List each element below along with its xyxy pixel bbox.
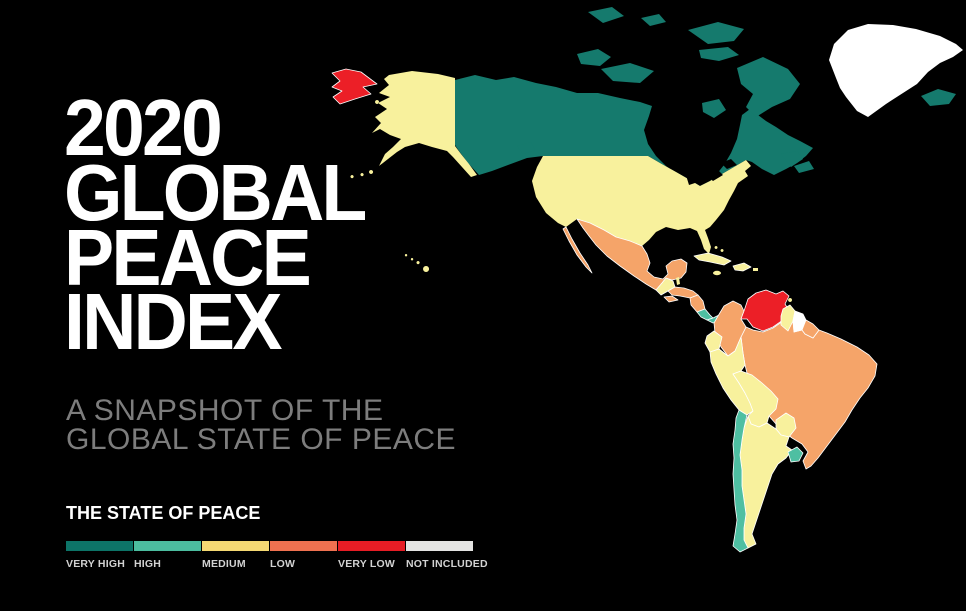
region-canada-mainland [455, 75, 813, 197]
subtitle-line-2: GLOBAL STATE OF PEACE [66, 423, 457, 457]
legend-label-very-high: VERY HIGH [66, 558, 125, 570]
region-cuba [693, 252, 732, 266]
legend-item-very-high: VERY HIGH [66, 541, 133, 570]
region-uruguay [787, 446, 804, 463]
region-el-salvador [663, 295, 679, 303]
title-line-year: 2020 [64, 83, 223, 172]
region-guatemala [655, 277, 676, 296]
legend-label-medium: MEDIUM [202, 558, 246, 570]
region-greenland [829, 24, 963, 117]
region-iceland [921, 89, 956, 106]
region-belize [676, 277, 680, 285]
legend-label-very-low: VERY LOW [338, 558, 396, 570]
region-trinidad [788, 298, 793, 302]
region-jamaica [713, 270, 721, 276]
legend-label-not-included: NOT INCLUDED [406, 558, 488, 570]
legend-color-bar: VERY HIGH HIGH MEDIUM LOW VERY LOW NOT I… [66, 541, 488, 570]
region-argentina [739, 415, 793, 549]
legend-label-high: HIGH [134, 558, 162, 570]
region-puerto-rico [753, 268, 758, 271]
page-title: 2020 GLOBAL PEACE INDEX [64, 83, 367, 367]
legend-item-medium: MEDIUM [202, 541, 269, 570]
region-french-guiana [801, 319, 820, 339]
region-bahamas [714, 246, 724, 252]
region-usa [532, 156, 751, 254]
region-alaska [350, 71, 477, 179]
region-chile [732, 409, 749, 553]
legend-label-low: LOW [270, 558, 296, 570]
region-guyana [780, 304, 796, 332]
legend-swatch-not-included [406, 541, 473, 551]
legend-item-not-included: NOT INCLUDED [406, 541, 488, 570]
region-canada-islands [517, 7, 814, 173]
title-line-global: GLOBAL [64, 147, 367, 237]
page-subtitle: A SNAPSHOT OF THE GLOBAL STATE OF PEACE [66, 394, 457, 457]
region-hawaii [404, 254, 430, 272]
legend-swatch-high [134, 541, 201, 551]
legend-item-very-low: VERY LOW [338, 541, 405, 570]
state-of-peace-legend: THE STATE OF PEACE VERY HIGH HIGH MEDIUM… [66, 503, 586, 570]
legend-swatch-very-low [338, 541, 405, 551]
subtitle-line-1: A SNAPSHOT OF THE [66, 394, 384, 427]
region-mexico [562, 218, 688, 291]
region-hispaniola [732, 262, 752, 272]
legend-swatch-very-high [66, 541, 133, 551]
legend-title: THE STATE OF PEACE [66, 503, 261, 523]
legend-swatch-medium [202, 541, 269, 551]
region-russia-chukotka [331, 68, 378, 105]
legend-swatch-low [270, 541, 337, 551]
legend-item-high: HIGH [134, 541, 201, 570]
legend-item-low: LOW [270, 541, 337, 570]
title-line-index: INDEX [64, 277, 283, 367]
great-lakes-water [658, 148, 737, 185]
title-line-peace: PEACE [64, 212, 312, 302]
